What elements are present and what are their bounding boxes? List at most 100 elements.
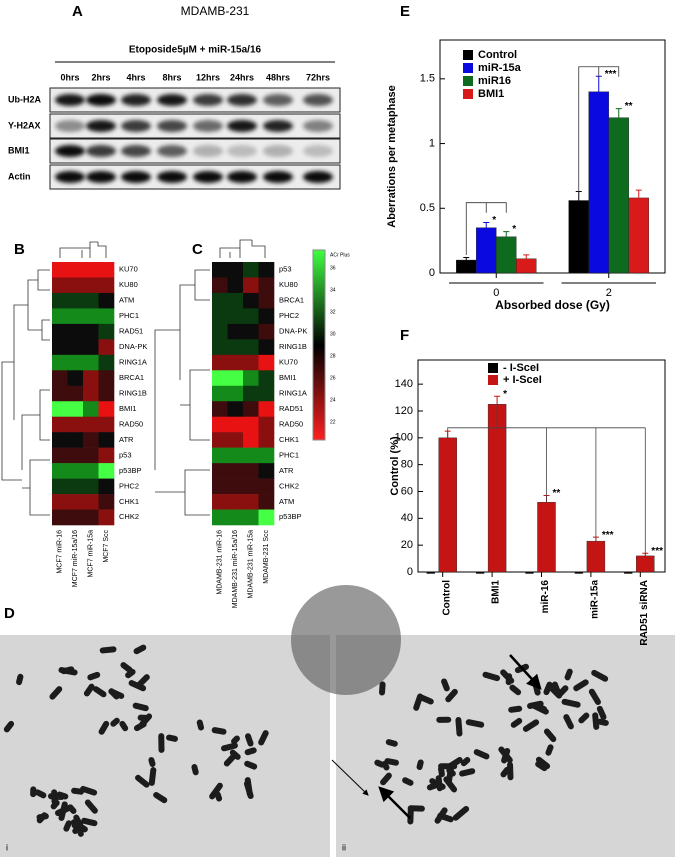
gene-label: PHC2 <box>119 481 139 490</box>
chromosome <box>522 719 540 732</box>
gene-label: CHK2 <box>279 481 299 490</box>
heatmap-cell <box>52 277 68 294</box>
heatmap-cell <box>52 416 68 433</box>
heatmap-cell <box>98 494 115 510</box>
heatmap-cell <box>227 509 244 526</box>
heatmap-cell <box>98 385 115 402</box>
heatmap-cell <box>258 339 275 356</box>
gene-label: BMI1 <box>119 404 137 413</box>
x-tick-label: 2 <box>606 287 612 299</box>
chromosome <box>209 782 223 800</box>
heatmap-cell <box>67 308 84 325</box>
heatmap-cell <box>243 323 259 340</box>
chromosome <box>402 777 414 786</box>
chromosome <box>535 756 551 770</box>
chromosome <box>501 747 511 764</box>
chromosome <box>384 758 399 766</box>
blot-band <box>86 145 116 157</box>
heatmap-cell <box>98 432 115 448</box>
heatmap-cell <box>98 308 115 325</box>
heatmap-cell <box>212 277 228 294</box>
heatmap-cell <box>258 385 275 402</box>
colorbar-tick: 34 <box>330 287 336 293</box>
chromosome <box>509 684 522 696</box>
y-tick-label: 1.5 <box>420 73 435 85</box>
chromosome <box>446 767 456 777</box>
heatmap-cell <box>52 292 68 309</box>
gene-label: ATR <box>119 435 134 444</box>
chromosome <box>229 749 241 760</box>
error-bar <box>595 75 602 92</box>
x-axis-label: Absorbed dose (Gy) <box>495 298 610 312</box>
colorbar-tick: 32 <box>330 309 336 315</box>
heatmap-cell <box>243 494 259 510</box>
heatmap-cell <box>227 385 244 402</box>
gene-label: RING1A <box>279 388 307 397</box>
heatmap-cell <box>67 401 84 418</box>
x-tick-label: BMI1 <box>491 580 502 604</box>
chromosome <box>73 814 83 829</box>
chromosome <box>133 644 147 655</box>
x-tick-label: miR-15a <box>590 580 601 619</box>
chromosome <box>380 772 392 786</box>
heatmap-cell <box>258 308 275 325</box>
blot-band <box>263 171 293 183</box>
bar <box>574 571 584 574</box>
chromosome <box>50 799 60 810</box>
chromosome <box>592 712 600 730</box>
heatmap-cell <box>83 509 99 526</box>
bar <box>568 200 589 274</box>
blot-band <box>157 145 187 157</box>
chromosome <box>148 767 157 786</box>
gene-label: p53 <box>119 450 132 459</box>
blot-band <box>263 94 293 106</box>
y-tick-label: 80 <box>401 459 413 471</box>
chromosome <box>445 688 458 703</box>
heatmap-cell <box>212 292 228 309</box>
dendrogram <box>154 269 210 516</box>
heatmap-cell <box>98 262 115 278</box>
heatmap-cell <box>243 292 259 309</box>
heatmap-cell <box>83 416 99 433</box>
legend-swatch <box>463 76 473 86</box>
legend-label: miR16 <box>478 75 511 87</box>
chromosome <box>84 799 98 814</box>
bar <box>537 502 556 573</box>
error-bar <box>483 222 490 228</box>
heatmap-cell <box>98 509 115 526</box>
chromosome <box>135 774 150 788</box>
heatmap-cell <box>227 339 244 356</box>
y-tick-label: 140 <box>395 378 413 390</box>
chromosome <box>556 685 569 698</box>
gene-label: CHK1 <box>279 435 299 444</box>
significance-label: *** <box>651 546 663 557</box>
colorbar-tick: 30 <box>330 331 336 337</box>
chromosome <box>564 668 573 681</box>
legend-swatch <box>463 89 473 99</box>
error-bar <box>494 395 501 405</box>
chromosome <box>426 781 442 791</box>
heatmap-cell <box>67 370 84 387</box>
chromosome <box>385 739 398 747</box>
bar <box>628 197 649 274</box>
chromosome <box>591 669 609 682</box>
chromosome <box>563 714 574 730</box>
heatmap-cell <box>98 354 115 371</box>
timepoint-label: 24hrs <box>230 72 254 82</box>
heatmap-cell <box>227 354 244 371</box>
blot-band <box>55 171 85 183</box>
bracket <box>465 202 507 256</box>
heatmap-cell <box>83 354 99 371</box>
gene-label: BRCA1 <box>279 296 304 305</box>
chromosome <box>76 825 84 837</box>
chromosome <box>446 756 463 770</box>
y-axis-label: Control (%) <box>389 436 401 496</box>
legend-label: BMI1 <box>478 88 504 100</box>
chromosome <box>455 717 463 737</box>
chromosome <box>244 747 257 756</box>
gene-label: KU80 <box>119 280 138 289</box>
panel-letter: C <box>192 241 203 258</box>
bar <box>475 571 485 574</box>
heatmap-cell <box>243 447 259 464</box>
